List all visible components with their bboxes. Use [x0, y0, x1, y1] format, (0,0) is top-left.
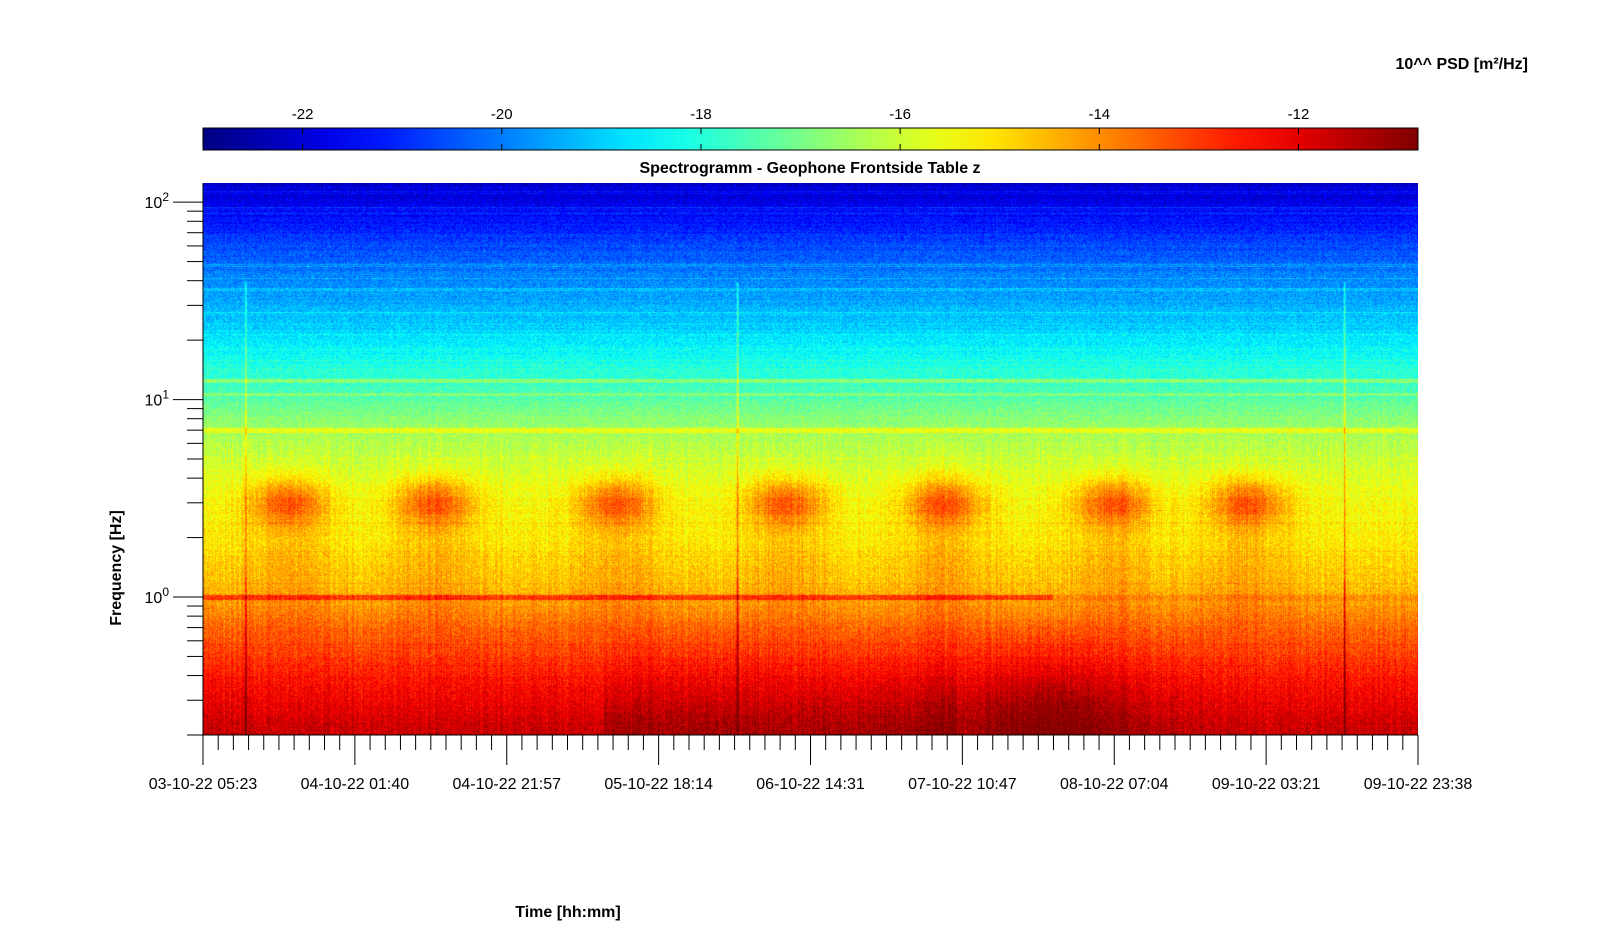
colorbar-tick-label: -16	[889, 106, 911, 123]
colorbar-tick-label: -18	[690, 106, 712, 123]
colorbar-tick-label: -12	[1288, 106, 1310, 123]
x-tick-label: 08-10-22 07:04	[1060, 776, 1169, 793]
y-tick-label: 100	[145, 585, 170, 607]
y-axis: 100 101 102	[145, 183, 204, 736]
colorbar-label: 10^^ PSD [m²/Hz]	[1396, 56, 1528, 73]
x-tick-label: 09-10-22 03:21	[1212, 776, 1321, 793]
colorbar	[202, 127, 1419, 151]
x-tick-label: 04-10-22 01:40	[301, 776, 410, 793]
x-tick-label: 06-10-22 14:31	[756, 776, 865, 793]
x-axis-label: Time [hh:mm]	[515, 904, 620, 921]
x-tick-label: 09-10-22 23:38	[1364, 776, 1473, 793]
colorbar-tick-label: -22	[292, 106, 314, 123]
spectrogram-heatmap	[203, 183, 1418, 735]
colorbar-tick-label: -14	[1088, 106, 1110, 123]
x-tick-label: 05-10-22 18:14	[604, 776, 713, 793]
x-tick-label: 04-10-22 21:57	[452, 776, 561, 793]
colorbar-tick-label: -20	[491, 106, 513, 123]
x-axis: 03-10-22 05:23 04-10-22 01:40 04-10-22 21:…	[149, 734, 1473, 793]
y-axis-label: Frequency [Hz]	[108, 510, 125, 626]
x-tick-label: 07-10-22 10:47	[908, 776, 1017, 793]
colorbar-ticks: -22 -20 -18 -16 -14 -12	[292, 106, 1310, 150]
y-tick-label: 101	[145, 388, 170, 410]
y-tick-label: 102	[145, 190, 170, 212]
x-tick-label: 03-10-22 05:23	[149, 776, 258, 793]
colorbar-gradient	[202, 127, 1419, 151]
spectrogram-area	[203, 183, 1418, 735]
chart-title: Spectrogramm - Geophone Frontside Table …	[639, 160, 980, 177]
